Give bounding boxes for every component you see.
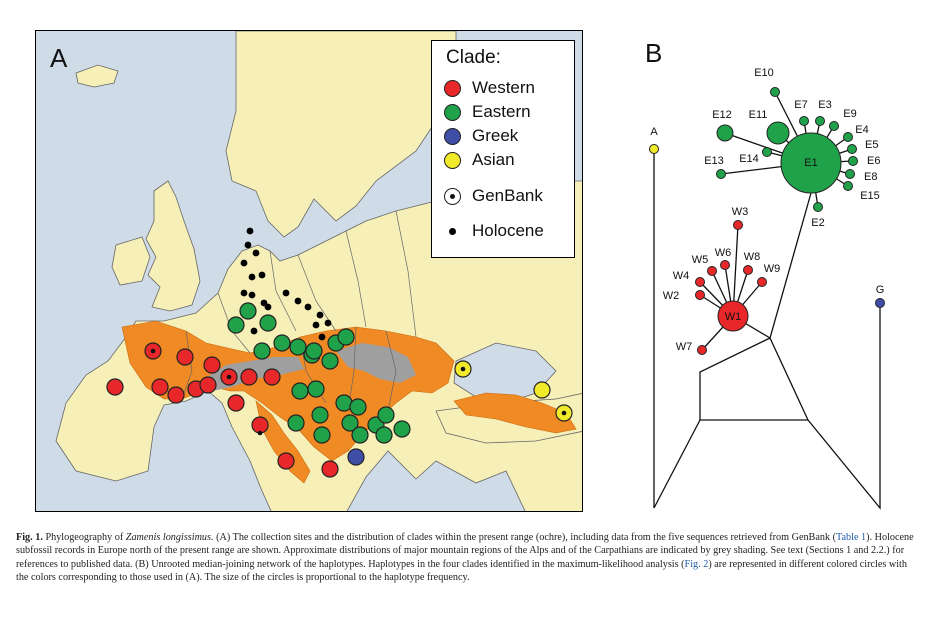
genbank-markers — [150, 348, 567, 436]
haplotype-node-e9 — [829, 121, 839, 131]
haplotype-node-w9 — [757, 277, 767, 287]
network-backbone-2 — [699, 192, 881, 510]
caption-text-2: ). Holocene subfossil records in Europe … — [16, 532, 914, 570]
haplotype-node-e11 — [766, 121, 790, 145]
haplotype-label-w8: W8 — [744, 251, 761, 263]
caption-species: Zamenis longissimus. — [125, 532, 214, 543]
haplotype-label-a: A — [650, 126, 658, 138]
haplotype-node-w6 — [720, 260, 730, 270]
haplotype-node-w1 — [717, 300, 749, 332]
figure-caption: Fig. 1. Phylogeography of Zamenis longis… — [16, 531, 916, 585]
haplotype-label-w2: W2 — [663, 290, 680, 302]
haplotype-label-w1: W1 — [725, 311, 742, 323]
haplotype-label-w7: W7 — [676, 341, 693, 353]
legend-label: Asian — [472, 150, 515, 169]
haplotype-node-a — [649, 144, 659, 154]
haplotype-label-w4: W4 — [673, 270, 690, 282]
haplotype-node-e13 — [716, 169, 726, 179]
haplotype-label-e8: E8 — [864, 171, 877, 183]
legend-item-greek: Greek — [444, 125, 518, 147]
panel-b-label: B — [645, 38, 663, 68]
haplotype-node-w3 — [733, 220, 743, 230]
haplotype-label-e13: E13 — [704, 155, 724, 167]
haplotype-node-e8 — [845, 169, 855, 179]
caption-ref-fig2[interactable]: Fig. 2 — [684, 558, 709, 570]
haplotype-node-e12 — [716, 124, 734, 142]
caption-lead: Phylogeography of — [45, 532, 124, 543]
haplotype-label-e7: E7 — [794, 99, 807, 111]
haplotype-node-e15 — [843, 181, 853, 191]
haplotype-label-e6: E6 — [867, 155, 880, 167]
haplotype-node-g — [875, 298, 885, 308]
caption-fig-label: Fig. 1. — [16, 532, 43, 543]
haplotype-node-e4 — [843, 132, 853, 142]
haplotype-node-w5 — [707, 266, 717, 276]
panel-a-label: A — [50, 43, 68, 73]
eastern-swatch — [444, 103, 461, 121]
genbank-swatch — [444, 187, 461, 205]
haplotype-node-e14 — [762, 147, 772, 157]
legend-label: Western — [472, 78, 535, 97]
holocene-swatch — [444, 223, 461, 240]
legend-item-eastern: Eastern — [444, 101, 531, 123]
haplotype-label-w6: W6 — [715, 247, 732, 259]
haplotype-node-e10 — [770, 87, 780, 97]
haplotype-label-e15: E15 — [860, 190, 880, 202]
legend-title: Clade: — [446, 47, 501, 68]
haplotype-node-e7 — [799, 116, 809, 126]
haplotype-label-e14: E14 — [739, 153, 759, 165]
haplotype-node-e1 — [780, 132, 842, 194]
haplotype-node-w2 — [695, 290, 705, 300]
haplotype-label-e9: E9 — [843, 108, 856, 120]
network-backbone-0 — [653, 149, 701, 509]
haplotype-label-e3: E3 — [818, 99, 831, 111]
haplotype-label-e4: E4 — [855, 124, 868, 136]
legend: Clade: Western Eastern Greek Asian — [431, 40, 575, 258]
legend-label: Greek — [472, 126, 519, 145]
haplotype-label-e1: E1 — [804, 157, 817, 169]
haplotype-label-w5: W5 — [692, 254, 709, 266]
haplotype-node-w8 — [743, 265, 753, 275]
haplotype-label-e2: E2 — [811, 217, 824, 229]
caption-text-3: ) are represented in different colored c… — [16, 558, 907, 584]
haplotype-node-w7 — [697, 345, 707, 355]
caption-ref-table1[interactable]: Table 1 — [836, 532, 867, 543]
europe-map — [55, 31, 582, 511]
asian-swatch — [444, 151, 461, 169]
haplotype-label-e12: E12 — [712, 109, 732, 121]
haplotype-node-e6 — [848, 156, 858, 166]
legend-item-genbank: GenBank — [444, 185, 543, 207]
legend-item-asian: Asian — [444, 149, 515, 171]
legend-item-western: Western — [444, 77, 535, 99]
western-swatch — [444, 79, 461, 97]
holocene-records — [240, 227, 332, 341]
haplotype-label-g: G — [876, 284, 885, 296]
legend-label: Holocene — [472, 221, 544, 240]
haplotype-node-e5 — [847, 144, 857, 154]
haplotype-label-w3: W3 — [732, 206, 749, 218]
haplotype-label-e5: E5 — [865, 139, 878, 151]
sample-sites — [106, 302, 573, 478]
legend-label: Eastern — [472, 102, 531, 121]
network-backbone-3 — [769, 337, 809, 421]
map-panel: A Clade: Western Eastern Greek Asian — [35, 30, 583, 512]
haplotype-node-w4 — [695, 277, 705, 287]
haplotype-node-e3 — [815, 116, 825, 126]
haplotype-label-e10: E10 — [754, 67, 774, 79]
caption-text-1: (A) The collection sites and the distrib… — [216, 532, 837, 543]
legend-item-holocene: Holocene — [444, 220, 544, 242]
haplotype-label-w9: W9 — [764, 263, 781, 275]
greek-swatch — [444, 127, 461, 145]
haplotype-network: E1 E2 E3 E4 E5 E6 E7 E8 E9 E10 E11 E12 E13 E14 E15 W1 W2… — [649, 67, 885, 510]
legend-label: GenBank — [472, 186, 543, 205]
haplotype-node-e2 — [813, 202, 823, 212]
haplotype-label-e11: E11 — [749, 109, 768, 121]
